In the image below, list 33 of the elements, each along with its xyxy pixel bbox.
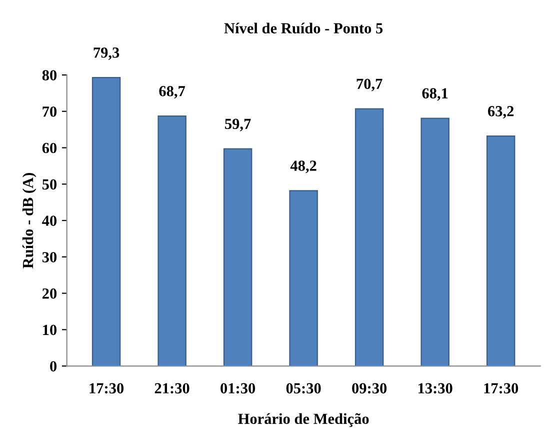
y-tick-label: 0 [50, 361, 57, 372]
x-tick-label: 01:30 [220, 383, 256, 394]
x-tick-label: 17:30 [484, 383, 518, 394]
x-tick-label: 17:30 [90, 383, 124, 394]
y-tick-label: 20 [42, 288, 57, 299]
bar [289, 190, 318, 366]
y-axis-title: Ruído - dB (A) [22, 172, 36, 268]
bar [420, 118, 450, 366]
y-tick-label: 40 [42, 216, 57, 226]
x-axis-title: Horário de Medição [238, 413, 369, 427]
data-label: 48,2 [290, 160, 316, 174]
chart-title: Nível de Ruído - Ponto 5 [224, 22, 383, 34]
bar [486, 136, 516, 366]
data-label: 68,1 [422, 88, 448, 101]
y-tick-label: 30 [42, 252, 57, 262]
data-label: 79,3 [94, 47, 120, 60]
y-tick-label: 10 [43, 324, 57, 336]
bar [354, 108, 384, 366]
y-tick-label: 80 [42, 70, 57, 80]
bar [92, 76, 121, 366]
y-tick-label: 60 [42, 142, 57, 154]
data-label: 59,7 [225, 118, 251, 132]
y-tick-label: 70 [42, 106, 57, 117]
x-tick-label: 05:30 [286, 383, 321, 394]
bar [158, 116, 186, 366]
y-tick-label: 50 [42, 179, 57, 190]
x-tick-label: 21:30 [154, 383, 190, 394]
data-label: 68,7 [159, 86, 186, 99]
x-tick-label: 13:30 [418, 383, 452, 394]
data-label: 63,2 [488, 106, 514, 119]
bar [223, 148, 252, 366]
data-label: 70,7 [356, 78, 382, 92]
x-tick-label: 09:30 [352, 383, 387, 394]
